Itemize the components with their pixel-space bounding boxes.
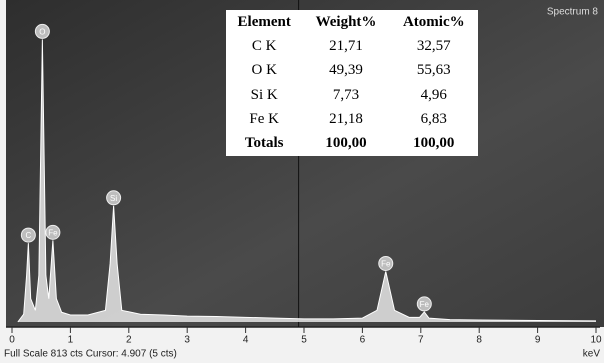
table-cell: 100,00 (390, 132, 478, 156)
table-cell: Totals (226, 132, 302, 156)
table-cell: O K (226, 59, 302, 83)
table-cell: 55,63 (390, 59, 478, 83)
peak-label: C (25, 231, 31, 240)
table-cell: 21,71 (302, 34, 389, 58)
table-cell: 4,96 (390, 83, 478, 107)
peak-label: Fe (381, 260, 391, 269)
x-tick-label: 7 (418, 335, 424, 346)
table-cell: 7,73 (302, 83, 389, 107)
x-tick-label: 5 (301, 335, 307, 346)
peak-label: Fe (48, 228, 58, 237)
peak-label: O (39, 28, 45, 37)
x-tick-label: 1 (68, 335, 74, 346)
table-cell: Atomic% (390, 10, 478, 34)
spectrum-name: Spectrum 8 (547, 7, 599, 18)
table-cell: Fe K (226, 107, 302, 131)
x-tick-label: 8 (476, 335, 482, 346)
x-unit: keV (583, 349, 601, 360)
table-cell: 32,57 (390, 34, 478, 58)
page: Spectrum 8 Full Scale 813 cts Cursor: 4.… (0, 0, 604, 363)
table-cell: Element (226, 10, 302, 34)
table-cell: 100,00 (302, 132, 389, 156)
x-tick-label: 2 (126, 335, 132, 346)
x-tick-label: 10 (590, 335, 602, 346)
table-cell: 49,39 (302, 59, 389, 83)
x-tick-label: 0 (9, 335, 15, 346)
table-cell: 21,18 (302, 107, 389, 131)
peak-label: Fe (420, 300, 430, 309)
x-tick-label: 9 (535, 335, 541, 346)
table-cell: Weight% (302, 10, 389, 34)
table-cell: Si K (226, 83, 302, 107)
x-tick-label: 3 (184, 335, 190, 346)
x-tick-label: 4 (243, 335, 249, 346)
peak-label: Si (110, 194, 117, 203)
table-cell: C K (226, 34, 302, 58)
table-cell: 6,83 (390, 107, 478, 131)
x-tick-label: 6 (360, 335, 366, 346)
status-text: Full Scale 813 cts Cursor: 4.907 (5 cts) (4, 349, 177, 360)
